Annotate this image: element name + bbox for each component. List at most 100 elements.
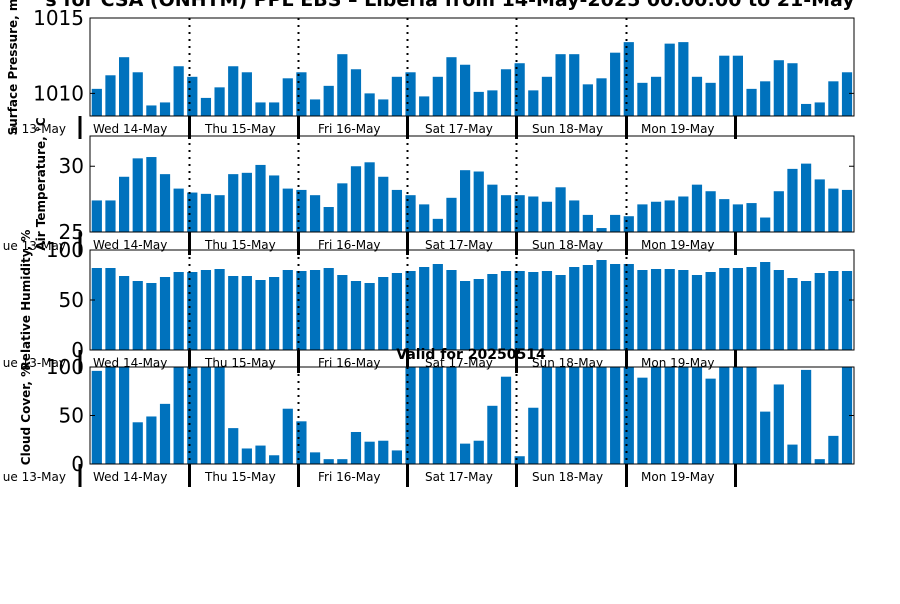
bar	[814, 179, 825, 232]
bar	[460, 64, 471, 116]
bar	[91, 370, 102, 464]
bar	[841, 271, 853, 350]
left-edge-label: ue 13-May	[3, 239, 66, 253]
bar	[801, 369, 812, 464]
bar	[487, 405, 498, 464]
bar	[678, 42, 689, 117]
bar	[446, 367, 457, 464]
bar	[787, 278, 798, 350]
bar	[514, 271, 525, 350]
bar	[828, 81, 839, 116]
bar	[282, 188, 293, 232]
bar	[582, 265, 593, 350]
left-edge-label: ue 13-May	[3, 356, 66, 370]
bar	[637, 377, 648, 464]
bar	[582, 367, 593, 464]
bar	[241, 448, 252, 464]
bar	[309, 99, 321, 116]
bar	[541, 76, 553, 116]
bar	[350, 431, 362, 464]
bar	[569, 267, 580, 350]
bar	[323, 85, 334, 116]
bar	[323, 207, 334, 232]
bar	[173, 66, 184, 116]
bar	[214, 367, 225, 464]
bar	[405, 195, 416, 232]
bar	[746, 267, 757, 350]
y-axis-label: Relative Humidity, %	[19, 230, 33, 371]
bar	[596, 228, 607, 232]
bar	[91, 88, 102, 116]
bar	[691, 184, 703, 232]
y-tick-label: 30	[59, 154, 84, 178]
bar	[500, 376, 512, 464]
bar	[173, 188, 184, 232]
bar	[173, 367, 184, 464]
bar	[555, 187, 566, 232]
bar	[760, 81, 771, 116]
bar	[801, 163, 812, 232]
bar	[419, 367, 430, 464]
bar	[446, 270, 457, 350]
bar	[814, 273, 825, 350]
bar	[296, 271, 307, 350]
bar	[760, 217, 771, 232]
bar	[378, 99, 389, 116]
bar	[378, 176, 389, 232]
bar	[432, 264, 443, 350]
y-tick-label: 50	[59, 404, 84, 428]
plot-frame	[89, 17, 855, 117]
bar	[732, 268, 743, 350]
bar	[159, 403, 171, 464]
bar	[350, 166, 362, 232]
bar	[650, 76, 662, 116]
bar	[132, 281, 143, 350]
bar	[555, 54, 566, 116]
day-label: Wed 14-May	[93, 122, 167, 136]
bar	[323, 268, 334, 350]
bar	[159, 174, 171, 232]
bar	[555, 367, 566, 464]
bar	[582, 214, 593, 232]
bar	[705, 191, 716, 232]
bar	[432, 76, 443, 116]
bar	[364, 93, 375, 116]
bar	[337, 54, 348, 116]
bar	[159, 102, 171, 116]
bar	[582, 84, 593, 116]
bar	[255, 164, 266, 232]
bar	[228, 174, 239, 232]
bar	[282, 78, 293, 116]
bar	[814, 102, 825, 116]
bar	[460, 443, 471, 464]
bar	[146, 157, 157, 232]
bar	[214, 87, 225, 116]
bar	[610, 52, 621, 116]
bar	[146, 283, 157, 350]
bar	[678, 367, 689, 464]
bar	[391, 76, 402, 116]
bar	[214, 195, 225, 232]
day-label: Sat 17-May	[425, 238, 493, 252]
bar	[146, 416, 157, 464]
bar	[650, 367, 662, 464]
bar	[200, 270, 212, 350]
bar	[732, 367, 743, 464]
bar	[323, 459, 334, 464]
bar	[637, 270, 648, 350]
bar	[405, 72, 416, 116]
bar	[610, 264, 621, 350]
bar	[760, 262, 771, 350]
day-label: Wed 14-May	[93, 356, 167, 370]
bar	[187, 367, 198, 464]
day-label: Mon 19-May	[641, 238, 715, 252]
bar	[569, 54, 580, 116]
bar	[678, 196, 689, 232]
bar	[610, 367, 621, 464]
bar	[364, 441, 375, 464]
bar	[719, 199, 730, 232]
bar	[555, 275, 566, 350]
